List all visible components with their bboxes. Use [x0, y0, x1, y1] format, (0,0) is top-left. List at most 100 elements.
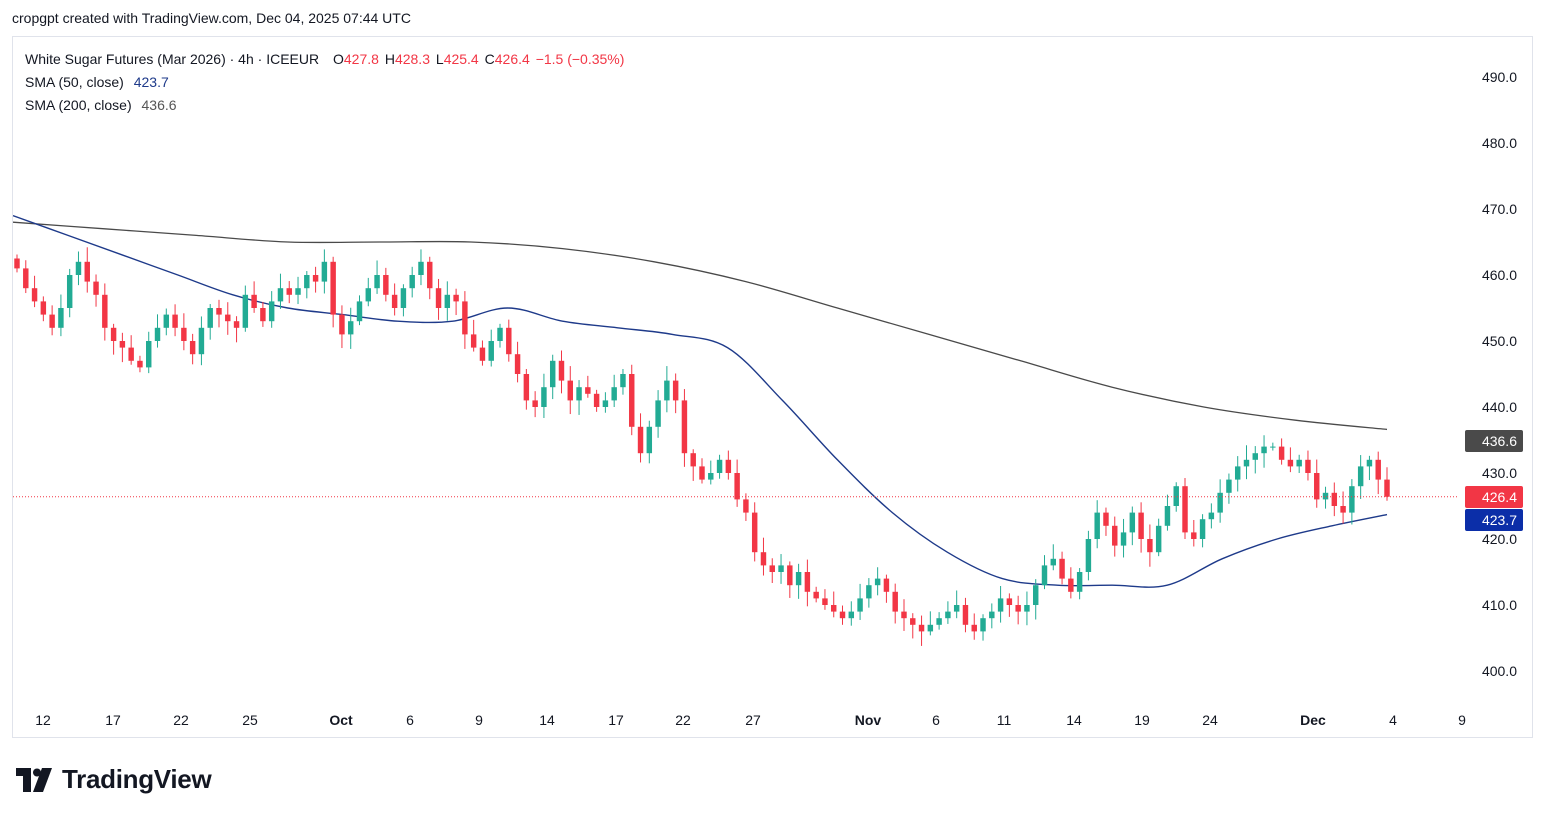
candle-body	[787, 565, 793, 586]
x-tick-label: 9	[1458, 712, 1466, 728]
candle-body	[1129, 512, 1136, 533]
candle-body	[549, 360, 556, 388]
candle	[1322, 486, 1329, 509]
candle-body	[1357, 466, 1364, 487]
candle	[787, 561, 793, 598]
candle-body	[427, 261, 433, 289]
candle	[1103, 507, 1109, 536]
candle-body	[883, 578, 890, 592]
candle	[725, 450, 732, 480]
candle	[207, 304, 213, 340]
candle-body	[866, 585, 872, 599]
candle	[312, 266, 319, 293]
candle-body	[1270, 446, 1276, 448]
candle-body	[1208, 512, 1215, 520]
candle	[1147, 524, 1153, 567]
candle-body	[1261, 446, 1267, 454]
candle	[1296, 454, 1302, 473]
candle-body	[1006, 598, 1013, 605]
y-tick-label: 470.0	[1482, 201, 1517, 217]
candle	[49, 305, 55, 336]
legend-sma200-label: SMA (200, close)	[25, 97, 132, 113]
candle-body	[312, 275, 319, 282]
candle-body	[945, 611, 951, 619]
x-tick-label: 11	[997, 712, 1012, 728]
x-tick-label: 24	[1202, 712, 1218, 728]
time-axis: 12 17 22 25 Oct 6 9 14 17 22 27 Nov 6 11 14 19 24 Dec 4 9	[35, 712, 1466, 728]
y-tick-label: 410.0	[1482, 597, 1517, 613]
candle	[927, 611, 934, 636]
candle	[962, 597, 969, 633]
x-tick-label: 12	[35, 712, 51, 728]
candle-body	[110, 327, 117, 341]
candle	[751, 502, 758, 562]
price-badge-bg	[1465, 430, 1523, 452]
legend-sma50-label: SMA (50, close)	[25, 74, 124, 90]
legend-low-label: L	[435, 51, 444, 67]
legend-change: −1.5 (−0.35%)	[535, 51, 625, 67]
legend-sma50-row[interactable]: SMA (50, close) 423.7	[25, 71, 624, 94]
candle	[602, 392, 609, 413]
legend-sma200-row[interactable]: SMA (200, close) 436.6	[25, 94, 624, 117]
candle	[760, 537, 767, 576]
candle-body	[418, 261, 424, 275]
candle-body	[1068, 578, 1074, 592]
candle-body	[1173, 486, 1179, 506]
candle	[1278, 438, 1285, 465]
candle-body	[49, 314, 55, 328]
price-chart[interactable]: 490.0 480.0 470.0 460.0 450.0 440.0 430.0 420.0…	[13, 37, 1534, 739]
y-tick-label: 440.0	[1482, 399, 1517, 415]
candle	[813, 586, 819, 603]
candle	[119, 332, 126, 363]
candle-body	[716, 459, 723, 473]
candle	[953, 590, 960, 619]
candle-body	[1278, 446, 1285, 460]
candle-body	[1103, 512, 1109, 526]
candle-body	[391, 294, 398, 308]
y-tick-label: 430.0	[1482, 465, 1517, 481]
candle	[1366, 455, 1373, 481]
x-tick-label: 4	[1389, 712, 1397, 728]
x-tick-label: 22	[675, 712, 691, 728]
x-tick-label: Nov	[855, 712, 882, 728]
candle-body	[435, 288, 442, 308]
candle	[1287, 447, 1294, 473]
candle-body	[1138, 512, 1144, 539]
candle	[286, 281, 292, 304]
candle-body	[585, 387, 591, 394]
candle-body	[690, 453, 696, 467]
candle	[883, 574, 890, 603]
candle	[154, 314, 161, 348]
candle	[14, 254, 20, 273]
candle	[137, 355, 143, 373]
candle	[989, 603, 995, 629]
candle-body	[1296, 459, 1302, 467]
candle-body	[1366, 459, 1373, 467]
candle	[189, 333, 196, 365]
candle	[1085, 530, 1092, 581]
candle-body	[365, 288, 372, 302]
candle-body	[558, 360, 565, 381]
candle-body	[857, 598, 863, 612]
candle-body	[23, 268, 29, 289]
candle-body	[225, 314, 231, 322]
candle-body	[242, 294, 249, 328]
candle	[1199, 514, 1206, 548]
chart-frame[interactable]: 490.0 480.0 470.0 460.0 450.0 440.0 430.0 420.0…	[12, 36, 1533, 738]
candle	[831, 591, 837, 618]
price-badge-label: 423.7	[1482, 512, 1517, 528]
candle-body	[40, 301, 47, 315]
candle	[918, 615, 925, 646]
candle	[866, 578, 872, 608]
candle	[339, 305, 345, 349]
x-tick-label: 27	[745, 712, 761, 728]
candle	[427, 256, 433, 300]
tradingview-logo[interactable]: TradingView	[16, 764, 212, 795]
x-tick-label: 25	[242, 712, 258, 728]
candle-body	[1182, 486, 1188, 533]
candle	[532, 391, 538, 418]
candle-body	[523, 374, 530, 401]
candle	[233, 316, 240, 343]
candle	[1243, 445, 1250, 480]
candle-body	[1384, 479, 1390, 497]
